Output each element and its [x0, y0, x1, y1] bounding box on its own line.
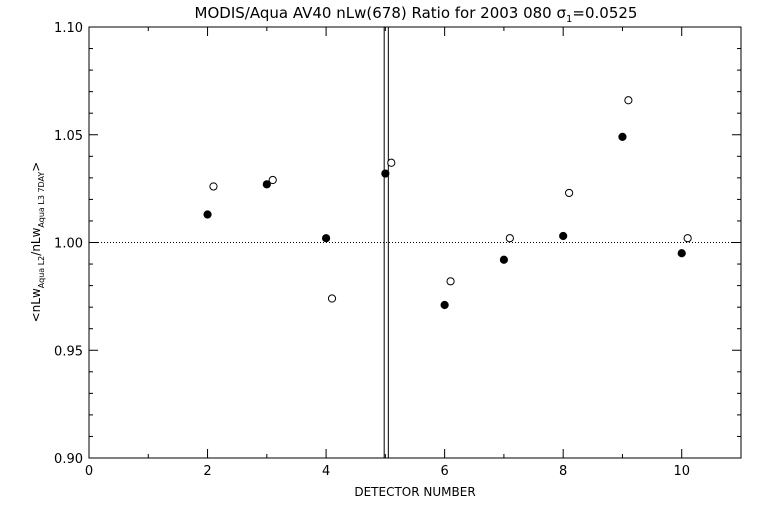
y-label-open: <nLw — [29, 288, 43, 322]
open-data-point — [565, 188, 574, 198]
open-data-point — [268, 175, 277, 185]
y-label-sub1: Aqua L2 — [37, 256, 46, 288]
open-data-point — [446, 277, 455, 286]
sigma-subscript: 1 — [566, 14, 572, 25]
filled-data-point — [381, 169, 390, 178]
filled-data-point — [440, 300, 449, 310]
y-tick-label: 1.00 — [54, 237, 83, 252]
y-label-mid: /nLw — [29, 227, 43, 255]
y-tick-label: 0.95 — [54, 344, 83, 359]
y-axis-label: <nLwAqua L2/nLwAqua L3 7DAY> — [29, 162, 46, 323]
filled-data-point — [321, 234, 331, 243]
y-axis: 0.90 0.95 1.00 1.05 1.10 — [54, 21, 741, 467]
open-data-point — [209, 182, 218, 191]
filled-data-point — [677, 249, 686, 258]
x-tick-label: 0 — [85, 464, 93, 479]
x-tick-label: 8 — [559, 464, 567, 479]
x-axis: 0 2 4 6 8 10 — [85, 27, 742, 479]
x-tick-label: 10 — [673, 464, 690, 479]
open-data-point — [683, 234, 692, 243]
filled-data-point — [203, 210, 212, 219]
open-data-point — [387, 158, 396, 167]
y-tick-label: 0.90 — [54, 452, 83, 467]
x-tick-label: 2 — [203, 464, 211, 479]
open-data-point — [624, 96, 633, 105]
reference-lines — [89, 27, 741, 458]
y-tick-label: 1.10 — [54, 21, 83, 36]
filled-data-point — [559, 231, 568, 241]
y-label-close: > — [29, 162, 43, 172]
data-marks — [203, 96, 692, 310]
y-tick-label: 1.05 — [54, 129, 83, 144]
filled-data-point — [618, 132, 627, 142]
filled-data-point — [262, 180, 271, 189]
sigma-value: =0.0525 — [572, 4, 637, 22]
svg-text:<nLwAqua L2/nLwAqua L3 7DAY>: <nLwAqua L2/nLwAqua L3 7DAY> — [29, 162, 46, 323]
y-label-sub2: Aqua L3 7DAY — [37, 172, 46, 228]
open-data-point — [327, 294, 337, 303]
svg-text:MODIS/Aqua AV40 nLw(678) Ratio: MODIS/Aqua AV40 nLw(678) Ratio for 2003 … — [195, 4, 638, 25]
x-axis-label: DETECTOR NUMBER — [354, 485, 475, 499]
sigma-symbol: σ — [557, 4, 567, 22]
x-tick-label: 6 — [440, 464, 448, 479]
open-data-point — [505, 234, 514, 243]
title-main: MODIS/Aqua AV40 nLw(678) Ratio for 2003 … — [195, 4, 557, 22]
x-tick-label: 4 — [322, 464, 330, 479]
filled-data-point — [499, 255, 509, 264]
plot-title: MODIS/Aqua AV40 nLw(678) Ratio for 2003 … — [195, 4, 638, 25]
